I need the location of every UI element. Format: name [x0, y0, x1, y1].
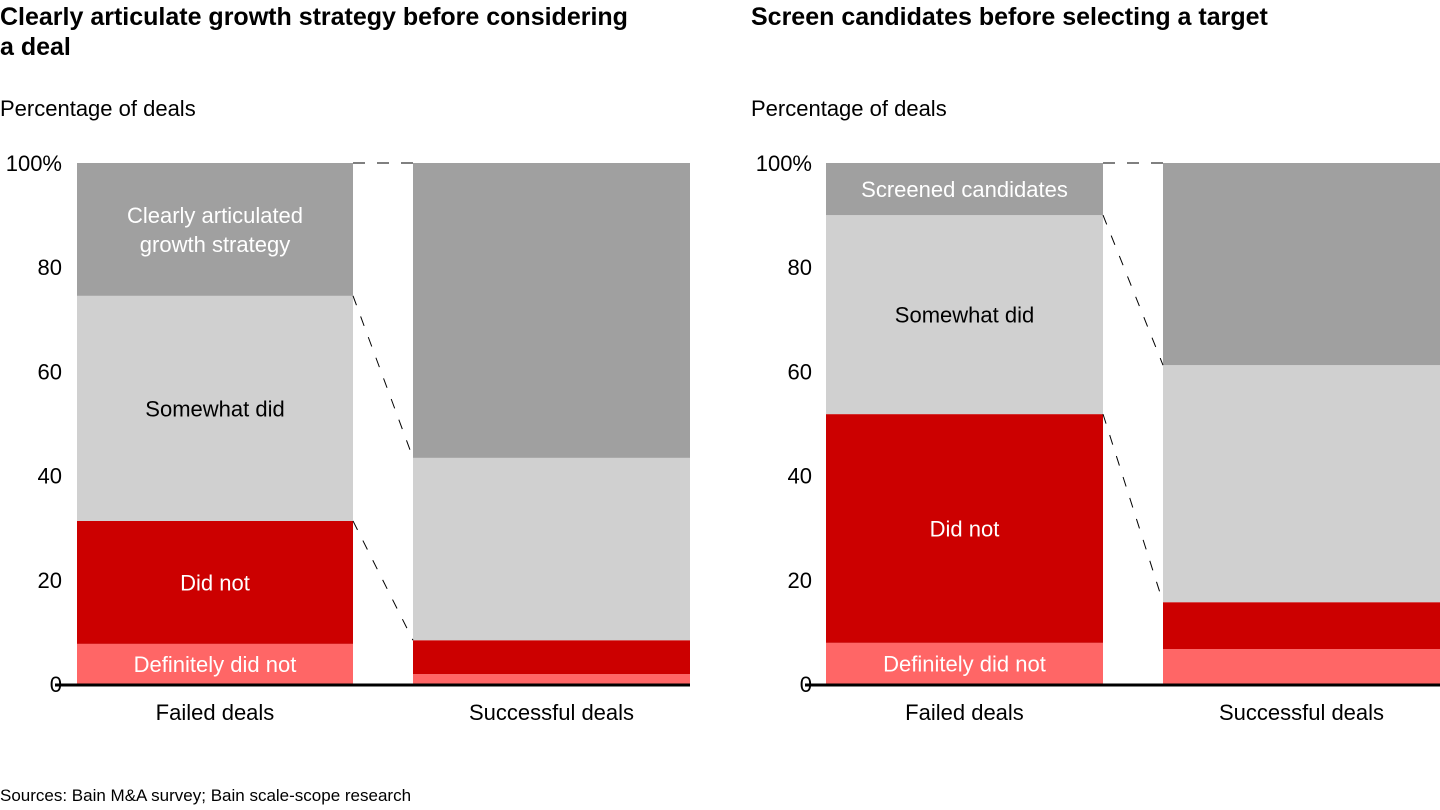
- chart-1-segment-label: growth strategy: [140, 232, 290, 257]
- chart-1-title: Clearly articulate growth strategy befor…: [0, 3, 628, 61]
- chart-1-connector-line: [352, 295, 414, 459]
- chart-2-bar-successful-somewhat-did: [1163, 365, 1440, 603]
- chart-1-y-tick-label: 40: [38, 464, 62, 489]
- chart-2-bar-successful-did: [1163, 163, 1440, 366]
- chart-2-connector-line: [1102, 413, 1164, 603]
- chart-1-x-category-label: Successful deals: [469, 700, 634, 725]
- chart-2-y-tick-label: 60: [788, 359, 812, 384]
- chart-2-segment-label: Screened candidates: [861, 177, 1068, 202]
- chart-2-connector-line: [1102, 214, 1164, 366]
- chart-2-title: Screen candidates before selecting a tar…: [751, 3, 1268, 31]
- chart-1-bar-failed-definitely-did-not: [77, 643, 353, 684]
- chart-1-segment-label: Clearly articulated: [127, 203, 303, 228]
- chart-2-bar-successful-did-not: [1163, 602, 1440, 650]
- chart-2-bar-successful-definitely-did-not: [1163, 649, 1440, 684]
- chart-1-bar-successful-somewhat-did: [413, 457, 690, 641]
- chart-1-x-category-label: Failed deals: [156, 700, 275, 725]
- chart-1-bar-successful-definitely-did-not: [413, 674, 690, 684]
- chart-2-segment-label: Somewhat did: [895, 303, 1034, 328]
- chart-2-bar-failed-did-not: [826, 414, 1103, 643]
- chart-1-bar-failed-did-not: [77, 520, 353, 644]
- chart-1-y-axis-label: Percentage of deals: [0, 96, 196, 121]
- chart-2-segment-label: Did not: [930, 516, 1000, 541]
- chart-1-bar-successful-did: [413, 163, 690, 458]
- chart-1-segment-label: Somewhat did: [145, 396, 284, 421]
- chart-2-y-tick-label: 80: [788, 255, 812, 280]
- chart-1-bar-successful-did-not: [413, 640, 690, 675]
- chart-2-y-tick-label: 20: [788, 568, 812, 593]
- chart-1-bar-failed-somewhat-did: [77, 295, 353, 521]
- chart-2-x-category-label: Failed deals: [905, 700, 1024, 725]
- chart-2-bar-failed-definitely-did-not: [826, 642, 1103, 684]
- chart-2-x-category-label: Successful deals: [1219, 700, 1384, 725]
- chart-1-y-tick-label: 100%: [6, 151, 62, 176]
- chart-1-segment-label: Definitely did not: [134, 652, 297, 677]
- chart-2-bar-failed-somewhat-did: [826, 215, 1103, 415]
- chart-1-y-tick-label: 60: [38, 359, 62, 384]
- chart-2-y-tick-label: 100%: [756, 151, 812, 176]
- chart-2-y-tick-label: 40: [788, 464, 812, 489]
- chart-2-segment-label: Definitely did not: [883, 651, 1046, 676]
- chart-2-bar-failed-did: [826, 163, 1103, 216]
- chart-1-segment-label: Did not: [180, 570, 250, 595]
- chart-2-y-axis-label: Percentage of deals: [751, 96, 947, 121]
- source-note: Sources: Bain M&A survey; Bain scale-sco…: [0, 786, 412, 805]
- chart-1-y-tick-label: 80: [38, 255, 62, 280]
- chart-1-y-tick-label: 20: [38, 568, 62, 593]
- chart-1-connector-line: [352, 520, 414, 641]
- chart-1-bar-failed-did: [77, 163, 353, 296]
